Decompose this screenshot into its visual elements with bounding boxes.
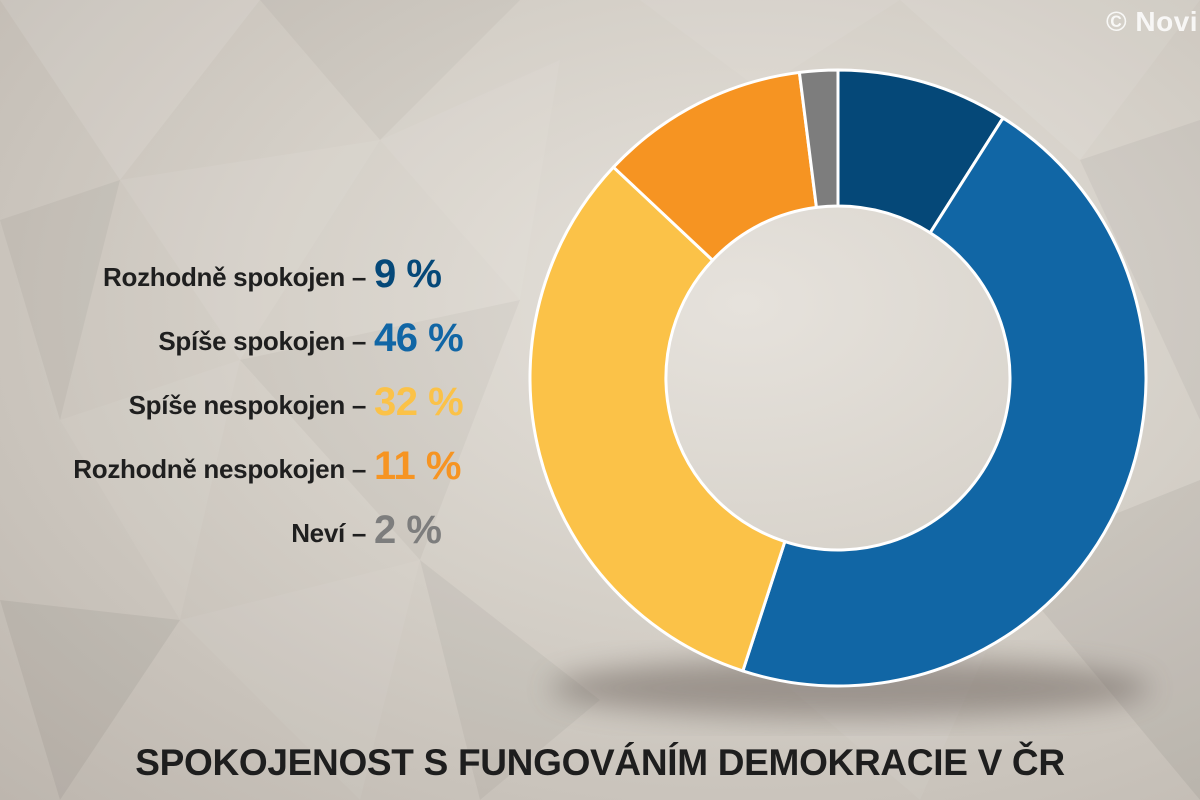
legend-value: 9 % — [374, 252, 442, 296]
legend-label: Rozhodně spokojen – — [103, 262, 366, 292]
donut-slices — [528, 68, 1148, 688]
legend-value: 11 % — [374, 444, 461, 488]
legend-label: Spíše spokojen – — [158, 326, 366, 356]
legend-item: Spíše spokojen – 46 % — [0, 312, 520, 376]
legend-item: Rozhodně nespokojen – 11 % — [0, 440, 520, 504]
donut-slice-1 — [741, 116, 1148, 688]
donut-slice-2 — [528, 165, 787, 673]
legend-label: Spíše nespokojen – — [128, 390, 367, 420]
donut-shadow — [550, 658, 1150, 718]
legend-value: 32 % — [374, 380, 464, 424]
legend-label: Rozhodně nespokojen – — [73, 454, 366, 484]
chart-title: SPOKOJENOST S FUNGOVÁNÍM DEMOKRACIE V ČR — [135, 742, 1065, 783]
legend-item: Rozhodně spokojen – 9 % — [0, 248, 520, 312]
legend-item: Neví – 2 % — [0, 504, 520, 568]
legend-label: Neví – — [291, 518, 366, 548]
legend-value: 46 % — [374, 316, 464, 360]
donut-slice-4 — [797, 68, 840, 209]
legend-value: 2 % — [374, 508, 442, 552]
copyright-watermark: © Novi — [1106, 6, 1199, 37]
legend-item: Spíše nespokojen –32 % — [0, 376, 520, 440]
